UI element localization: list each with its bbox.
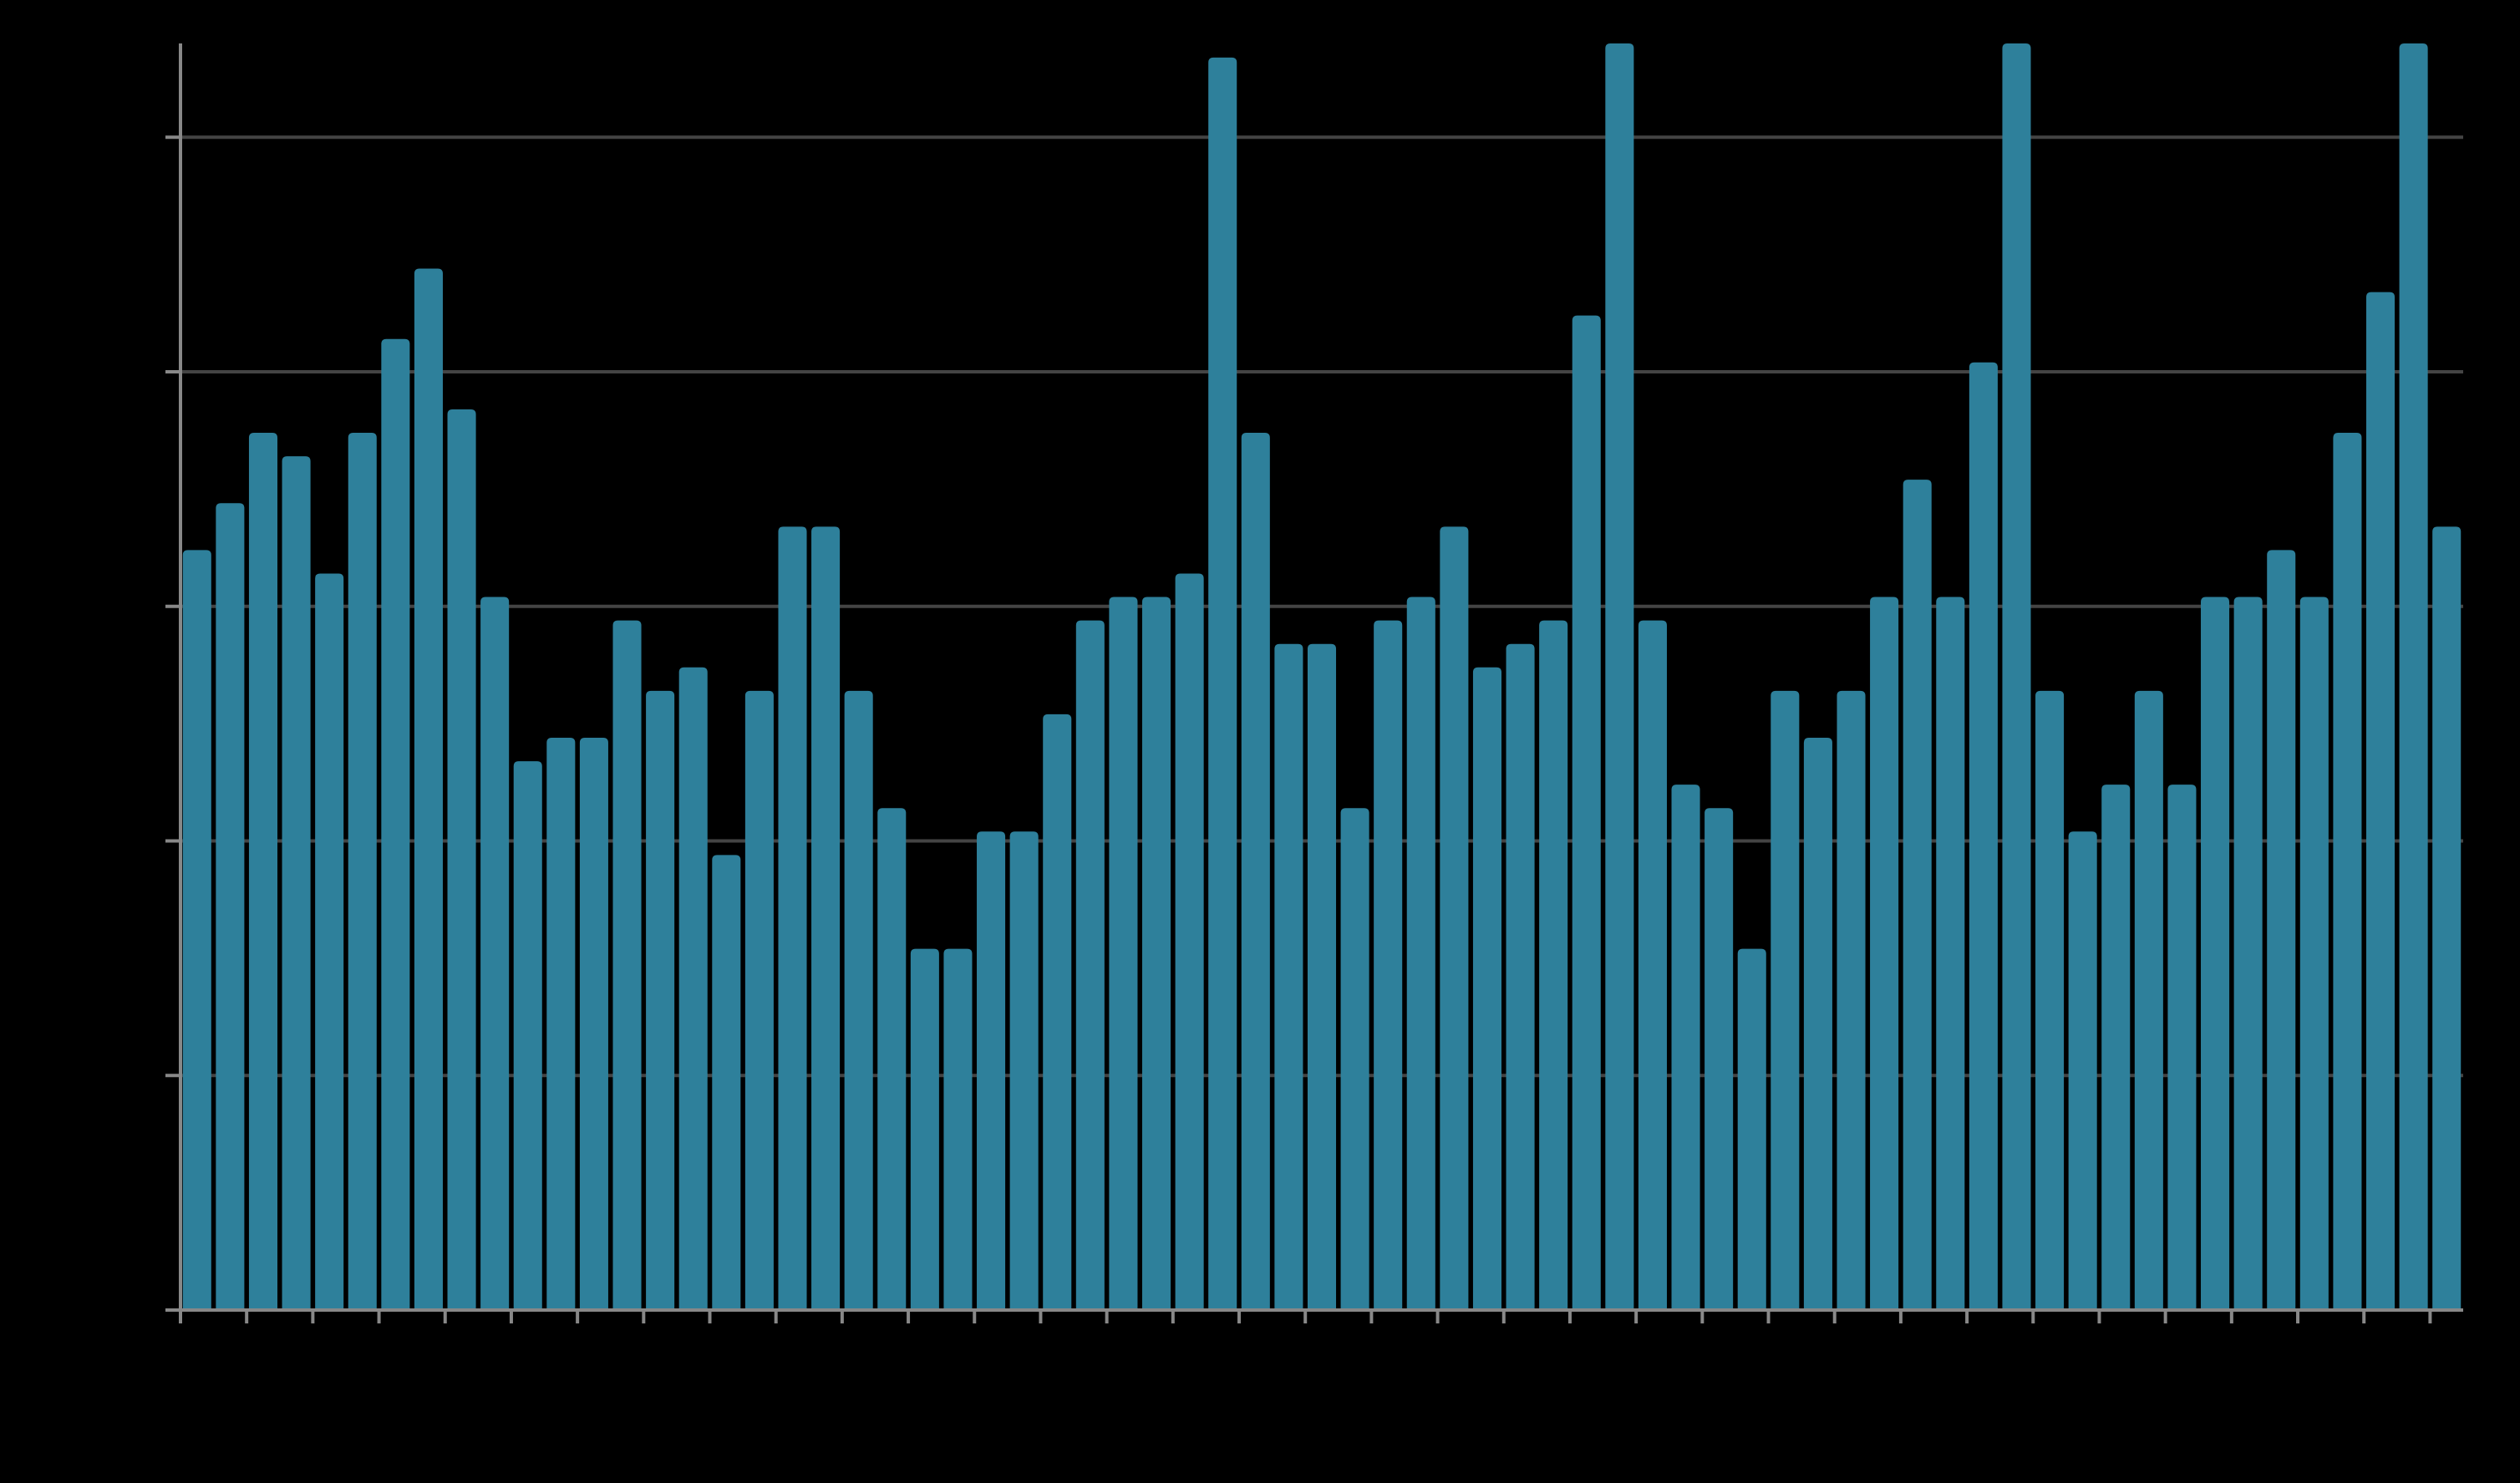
bar-67 <box>2365 292 2396 1310</box>
bar-61 <box>2167 785 2197 1310</box>
bar-31 <box>1175 573 1204 1310</box>
bar-19 <box>778 526 807 1310</box>
bar-36 <box>1340 808 1369 1310</box>
bar-66 <box>2333 433 2362 1311</box>
bar-54 <box>1936 597 1965 1310</box>
bar-37 <box>1374 620 1403 1310</box>
bar-7 <box>381 338 410 1310</box>
bar-32 <box>1208 57 1237 1310</box>
bar-53 <box>1903 480 1932 1310</box>
bar-33 <box>1241 433 1270 1311</box>
bar-45 <box>1638 620 1667 1310</box>
bar-21 <box>844 690 873 1310</box>
bar-9 <box>447 409 476 1310</box>
bar-6 <box>348 433 377 1311</box>
bar-11 <box>513 761 542 1310</box>
bar-50 <box>1803 737 1832 1310</box>
bar-44 <box>1605 43 1634 1310</box>
bar-24 <box>943 948 973 1310</box>
bar-13 <box>579 737 608 1310</box>
bars <box>182 43 2462 1311</box>
bar-18 <box>744 690 774 1310</box>
bar-60 <box>2134 690 2163 1310</box>
bar-42 <box>1539 620 1568 1310</box>
bar-49 <box>1771 690 1800 1310</box>
bar-12 <box>546 737 576 1310</box>
bar-22 <box>877 808 907 1310</box>
bar-26 <box>1009 831 1039 1310</box>
bar-30 <box>1142 597 1171 1310</box>
bar-20 <box>811 526 841 1310</box>
bar-15 <box>646 690 675 1310</box>
bar-38 <box>1406 597 1435 1310</box>
bar-8 <box>414 268 443 1310</box>
bar-64 <box>2267 550 2296 1310</box>
bar-57 <box>2035 690 2065 1310</box>
bar-69 <box>2432 526 2462 1310</box>
bar-65 <box>2299 597 2329 1310</box>
bar-4 <box>282 456 311 1310</box>
bar-47 <box>1705 808 1734 1310</box>
bar-56 <box>2002 43 2031 1310</box>
bar-59 <box>2101 785 2131 1310</box>
bar-27 <box>1043 714 1072 1310</box>
bar-55 <box>1969 362 1998 1311</box>
bar-3 <box>248 433 278 1311</box>
bar-1 <box>182 550 211 1310</box>
bar-25 <box>977 831 1006 1310</box>
bar-29 <box>1109 597 1138 1310</box>
bar-16 <box>678 667 708 1310</box>
bar-41 <box>1506 643 1535 1310</box>
bar-48 <box>1737 948 1766 1310</box>
bar-17 <box>712 855 741 1310</box>
bar-14 <box>612 620 642 1310</box>
bar-58 <box>2068 831 2097 1310</box>
bar-39 <box>1440 526 1469 1310</box>
bar-23 <box>910 948 939 1310</box>
bar-51 <box>1837 690 1866 1310</box>
bar-34 <box>1274 643 1303 1310</box>
bar-35 <box>1307 643 1337 1310</box>
bar-28 <box>1075 620 1105 1310</box>
bar-68 <box>2399 43 2428 1310</box>
bar-52 <box>1870 597 1899 1310</box>
bar-5 <box>315 573 344 1310</box>
bar-46 <box>1671 785 1700 1310</box>
bar-62 <box>2201 597 2230 1310</box>
bar-2 <box>216 503 245 1310</box>
bar-10 <box>480 597 510 1310</box>
bar-43 <box>1572 315 1601 1310</box>
bar-63 <box>2233 597 2263 1310</box>
bar-40 <box>1472 667 1501 1310</box>
axes <box>165 43 2463 1323</box>
